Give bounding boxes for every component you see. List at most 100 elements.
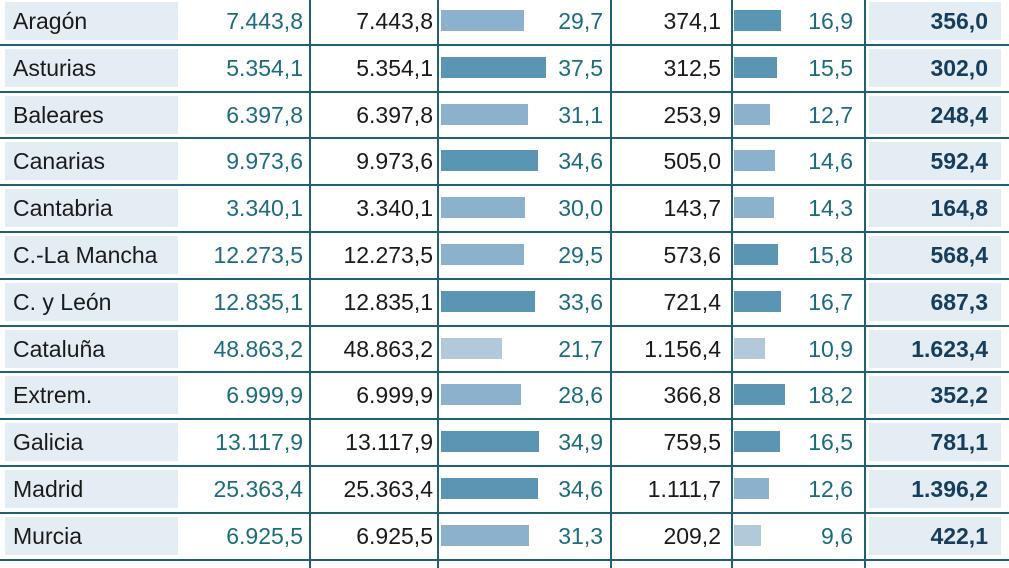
table-row: Extrem. 6.999,9 6.999,9 28,6 366,8 18,2 352,2 [0, 373, 1009, 419]
value-col-1: 25.363,4 [213, 476, 303, 502]
value-col-1: 12.273,5 [213, 242, 303, 268]
pct-bar-1 [441, 104, 528, 125]
value-col-3: 253,9 [663, 102, 721, 128]
column-divider-1 [309, 0, 311, 568]
total-value: 1.396,2 [911, 476, 988, 502]
region-cell-background [5, 49, 178, 87]
pct-label-1: 29,7 [558, 8, 603, 34]
value-col-3: 721,4 [663, 289, 721, 315]
pct-bar-2 [734, 104, 770, 125]
pct-bar-2 [734, 57, 777, 78]
pct-bar-2 [734, 525, 761, 546]
row-divider [0, 231, 1009, 233]
pct-label-1: 31,3 [558, 523, 603, 549]
pct-label-2: 16,7 [808, 289, 853, 315]
pct-bar-1 [441, 197, 525, 218]
total-value: 687,3 [930, 289, 988, 315]
value-col-3: 573,6 [663, 242, 721, 268]
region-name: Galicia [13, 429, 84, 455]
region-cell-background [5, 189, 178, 227]
region-name: Cataluña [13, 336, 106, 362]
total-value: 352,2 [930, 382, 988, 408]
table-row: Madrid 25.363,4 25.363,4 34,6 1.111,7 12,6 1.3… [0, 467, 1009, 513]
row-divider [0, 418, 1009, 420]
pct-label-1: 37,5 [558, 55, 603, 81]
table-row: Aragón 7.443,8 7.443,8 29,7 374,1 16,9 356,0 [0, 0, 1009, 45]
pct-label-1: 31,1 [558, 102, 603, 128]
total-cell-background [869, 283, 1001, 321]
total-cell-background [869, 2, 1001, 40]
total-cell-background [869, 142, 1001, 180]
total-cell-background [869, 470, 1001, 508]
value-col-2: 6.397,8 [356, 102, 433, 128]
total-value: 422,1 [930, 523, 988, 549]
region-name: Cantabria [13, 195, 113, 221]
value-col-1: 13.117,9 [215, 429, 303, 455]
pct-label-2: 10,9 [808, 336, 853, 362]
value-col-3: 209,2 [663, 523, 721, 549]
value-col-1: 3.340,1 [226, 195, 303, 221]
pct-bar-1 [441, 150, 538, 171]
pct-label-2: 15,8 [808, 242, 853, 268]
total-value: 781,1 [930, 429, 988, 455]
region-cell-background [5, 470, 178, 508]
region-name: C. y León [13, 289, 112, 315]
pct-bar-2 [734, 431, 780, 452]
value-col-1: 7.443,8 [226, 8, 303, 34]
row-divider [0, 91, 1009, 93]
pct-label-2: 12,7 [808, 102, 853, 128]
region-name: Aragón [13, 8, 88, 34]
value-col-2: 7.443,8 [356, 8, 433, 34]
region-cell-background [5, 142, 178, 180]
pct-bar-2 [734, 338, 765, 359]
value-col-3: 505,0 [663, 148, 721, 174]
pct-bar-1 [441, 57, 546, 78]
row-divider [0, 44, 1009, 46]
region-cell-background [5, 423, 178, 461]
value-col-1: 5.354,1 [226, 55, 303, 81]
pct-label-2: 14,6 [808, 148, 853, 174]
total-value: 356,0 [930, 8, 988, 34]
table-row: Cantabria 3.340,1 3.340,1 30,0 143,7 14,3 164,… [0, 186, 1009, 232]
value-col-3: 374,1 [663, 8, 721, 34]
total-cell-background [869, 236, 1001, 274]
pct-bar-1 [441, 244, 524, 265]
row-divider [0, 559, 1009, 561]
value-col-2: 6.999,9 [356, 382, 433, 408]
table-row: Canarias 9.973,6 9.973,6 34,6 505,0 14,6 592,4 [0, 139, 1009, 185]
value-col-3: 1.111,7 [647, 476, 721, 502]
region-cell-background [5, 517, 178, 555]
pct-bar-1 [441, 338, 502, 359]
pct-bar-1 [441, 525, 529, 546]
pct-label-1: 21,7 [558, 336, 603, 362]
row-divider [0, 137, 1009, 139]
pct-bar-2 [734, 10, 781, 31]
pct-bar-2 [734, 478, 769, 499]
pct-bar-2 [734, 150, 775, 171]
region-cell-background [5, 236, 178, 274]
value-col-2: 12.835,1 [343, 289, 433, 315]
pct-label-1: 29,5 [558, 242, 603, 268]
pct-label-1: 34,6 [558, 476, 603, 502]
pct-bar-1 [441, 431, 539, 452]
pct-bar-2 [734, 197, 774, 218]
table-row: Asturias 5.354,1 5.354,1 37,5 312,5 15,5 302,0 [0, 46, 1009, 92]
table-row: Cataluña 48.863,2 48.863,2 21,7 1.156,4 10,9 1… [0, 327, 1009, 373]
total-value: 1.623,4 [911, 336, 988, 362]
region-name: C.-La Mancha [13, 242, 158, 268]
value-col-1: 6.397,8 [226, 102, 303, 128]
value-col-1: 48.863,2 [213, 336, 303, 362]
table-row: Galicia 13.117,9 13.117,9 34,9 759,5 16,5 781,… [0, 420, 1009, 466]
total-cell-background [869, 423, 1001, 461]
pct-label-2: 9,6 [821, 523, 853, 549]
total-cell-background [869, 189, 1001, 227]
row-divider [0, 325, 1009, 327]
value-col-1: 6.925,5 [226, 523, 303, 549]
row-divider [0, 512, 1009, 514]
column-divider-5 [864, 0, 866, 568]
value-col-1: 12.835,1 [213, 289, 303, 315]
row-divider [0, 371, 1009, 373]
pct-label-2: 16,5 [808, 429, 853, 455]
pct-bar-1 [441, 10, 524, 31]
